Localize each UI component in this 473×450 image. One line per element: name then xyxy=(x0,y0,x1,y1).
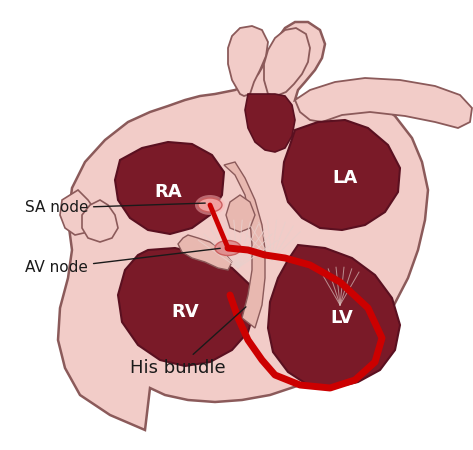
Polygon shape xyxy=(282,120,400,230)
Text: AV node: AV node xyxy=(25,248,220,275)
Polygon shape xyxy=(224,162,265,328)
Text: RV: RV xyxy=(171,303,199,321)
Text: SA node: SA node xyxy=(25,201,205,216)
Polygon shape xyxy=(178,235,232,270)
Polygon shape xyxy=(295,78,472,128)
Text: His bundle: His bundle xyxy=(130,307,246,377)
Polygon shape xyxy=(115,142,224,234)
Polygon shape xyxy=(58,22,428,430)
Ellipse shape xyxy=(215,240,241,256)
Text: LA: LA xyxy=(333,169,358,187)
Text: LV: LV xyxy=(331,309,353,327)
Polygon shape xyxy=(264,28,310,96)
Polygon shape xyxy=(268,245,400,388)
Text: RA: RA xyxy=(154,183,182,201)
Polygon shape xyxy=(60,190,95,235)
Ellipse shape xyxy=(198,198,222,212)
Polygon shape xyxy=(82,200,118,242)
Polygon shape xyxy=(118,248,255,366)
Ellipse shape xyxy=(195,195,225,215)
Polygon shape xyxy=(228,26,268,96)
Polygon shape xyxy=(245,94,295,152)
Polygon shape xyxy=(226,195,255,232)
